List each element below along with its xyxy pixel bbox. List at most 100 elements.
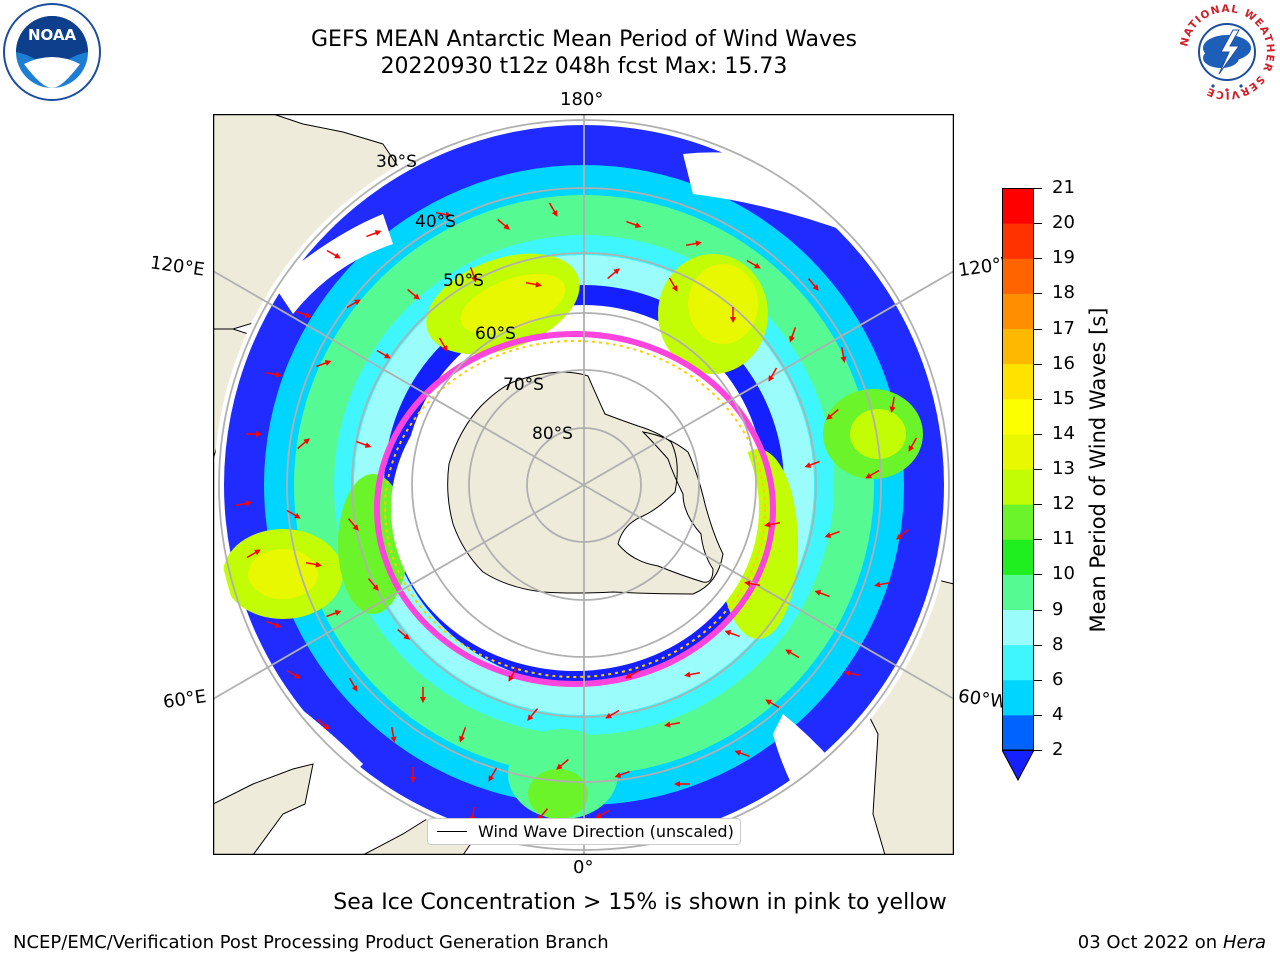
wind-wave-arrow (889, 396, 896, 413)
colorbar-extend-min (1002, 749, 1034, 782)
wind-wave-arrow (246, 549, 261, 559)
sea-ice-edge-inner (384, 340, 766, 678)
noaa-logo-text: NOAA (28, 26, 77, 44)
wind-wave-arrow (595, 809, 610, 819)
wind-wave-arrow (814, 590, 830, 598)
wind-wave-arrow (525, 281, 542, 288)
colorbar-segment (1002, 574, 1034, 610)
lon-label-lower-left: 60°E (161, 686, 208, 713)
wind-wave-arrow (410, 767, 416, 783)
lat-label-80s: 80°S (532, 424, 573, 444)
colorbar-segment (1002, 714, 1034, 751)
colorbar-tick-mark (1034, 223, 1042, 225)
lat-label-50s: 50°S (443, 271, 484, 291)
footer-date-text: 03 Oct 2022 on (1077, 932, 1218, 953)
colorbar-tick-mark (1034, 363, 1042, 365)
wind-wave-arrow (390, 726, 397, 743)
colorbar-tick-label: 2 (1052, 739, 1064, 760)
wind-wave-arrow (266, 620, 282, 628)
noaa-logo: NOAA (3, 3, 101, 101)
wind-wave-arrow (625, 669, 640, 679)
colorbar-tick-mark (1034, 750, 1042, 751)
wind-wave-arrow (607, 268, 620, 280)
wind-wave-arrow (367, 578, 379, 591)
colorbar-tick-label: 19 (1052, 247, 1075, 269)
wind-wave-arrows (235, 202, 918, 828)
footer-date: 03 Oct 2022 on Hera (1078, 932, 1266, 953)
wind-wave-arrow (297, 438, 310, 450)
colorbar-tick-label: 11 (1052, 528, 1075, 550)
wind-wave-arrow (348, 677, 358, 692)
colorbar-segment (1002, 539, 1034, 575)
footer-credit: NCEP/EMC/Verification Post Processing Pr… (13, 932, 609, 953)
wind-wave-arrow (508, 667, 518, 682)
colorbar-tick-mark (1034, 469, 1042, 470)
wind-wave-arrow (435, 211, 452, 218)
wind-wave-arrow (317, 718, 330, 730)
colorbar-tick-label: 13 (1052, 458, 1075, 479)
wind-wave-arrow (407, 288, 420, 300)
wind-wave-arrow (840, 346, 847, 363)
graticule (213, 114, 954, 855)
wind-wave-arrow (785, 649, 800, 659)
wind-wave-arrow (605, 709, 620, 719)
wind-wave-arrow (235, 500, 252, 507)
wind-wave-arrow (626, 220, 642, 228)
wind-wave-arrow (527, 708, 539, 721)
colorbar-tick-mark (1034, 539, 1042, 541)
ice-caption: Sea Ice Concentration > 15% is shown in … (333, 890, 947, 915)
colorbar-tick-label: 14 (1052, 422, 1075, 444)
colorbar-segment (1002, 328, 1034, 365)
colorbar-segment (1002, 644, 1034, 681)
colorbar-tick-mark (1034, 328, 1042, 330)
colorbar-segment (1002, 293, 1034, 329)
wind-wave-arrow (326, 610, 342, 618)
title-line-2: 20220930 t12z 048h fcst Max: 15.73 (380, 54, 788, 79)
wind-wave-arrow (376, 349, 391, 359)
wind-wave-arrow (744, 580, 761, 587)
wind-wave-arrow (286, 669, 301, 679)
wind-wave-arrow (804, 460, 820, 468)
lat-label-60s: 60°S (475, 324, 516, 344)
wind-wave-arrow (734, 750, 750, 758)
colorbar-tick-mark (1034, 574, 1042, 576)
antarctic-map (213, 114, 954, 855)
colorbar-tick-mark (1034, 258, 1042, 260)
wind-wave-arrow (265, 371, 282, 378)
lat-label-40s: 40°S (415, 212, 456, 232)
wind-wave-arrow (664, 721, 681, 728)
wind-wave-arrow (346, 299, 361, 309)
colorbar-segment (1002, 433, 1034, 470)
colorbar-tick-mark (1034, 679, 1042, 681)
wind-wave-arrow (469, 267, 477, 283)
colorbar-label: Mean Period of Wind Waves [s] (1086, 307, 1110, 633)
colorbar-tick-mark (1034, 188, 1042, 189)
wind-wave-arrow (844, 670, 861, 677)
colorbar-tick-mark (1034, 293, 1042, 295)
colorbar-segment (1002, 258, 1034, 294)
colorbar-tick-label: 17 (1052, 317, 1075, 339)
legend-line-swatch (437, 831, 467, 832)
wind-wave-arrow (684, 671, 701, 678)
wind-wave-arrow (730, 307, 736, 323)
map-legend: Wind Wave Direction (unscaled) (427, 818, 741, 845)
wind-wave-arrow (326, 249, 341, 259)
wind-wave-arrow (420, 687, 426, 703)
wind-wave-arrow (497, 218, 510, 230)
colorbar-tick-label: 15 (1052, 387, 1075, 409)
colorbar-segment (1002, 223, 1034, 259)
wind-wave-arrow (865, 469, 880, 479)
colorbar-segment (1002, 398, 1034, 435)
colorbar-segment (1002, 469, 1034, 505)
map-border (213, 114, 954, 855)
wind-wave-arrow (438, 337, 448, 352)
wind-wave-arrow (347, 518, 359, 531)
colorbar-tick-label: 8 (1052, 633, 1064, 655)
colorbar-tick-label: 6 (1052, 668, 1064, 690)
lon-label-upper-left: 120°E (148, 252, 206, 281)
colorbar-tick-label: 18 (1052, 282, 1075, 304)
colorbar-tick-mark (1034, 504, 1042, 506)
wind-wave-arrow (614, 770, 630, 778)
wind-wave-arrow (826, 408, 839, 420)
lat-label-30s: 30°S (376, 152, 417, 172)
